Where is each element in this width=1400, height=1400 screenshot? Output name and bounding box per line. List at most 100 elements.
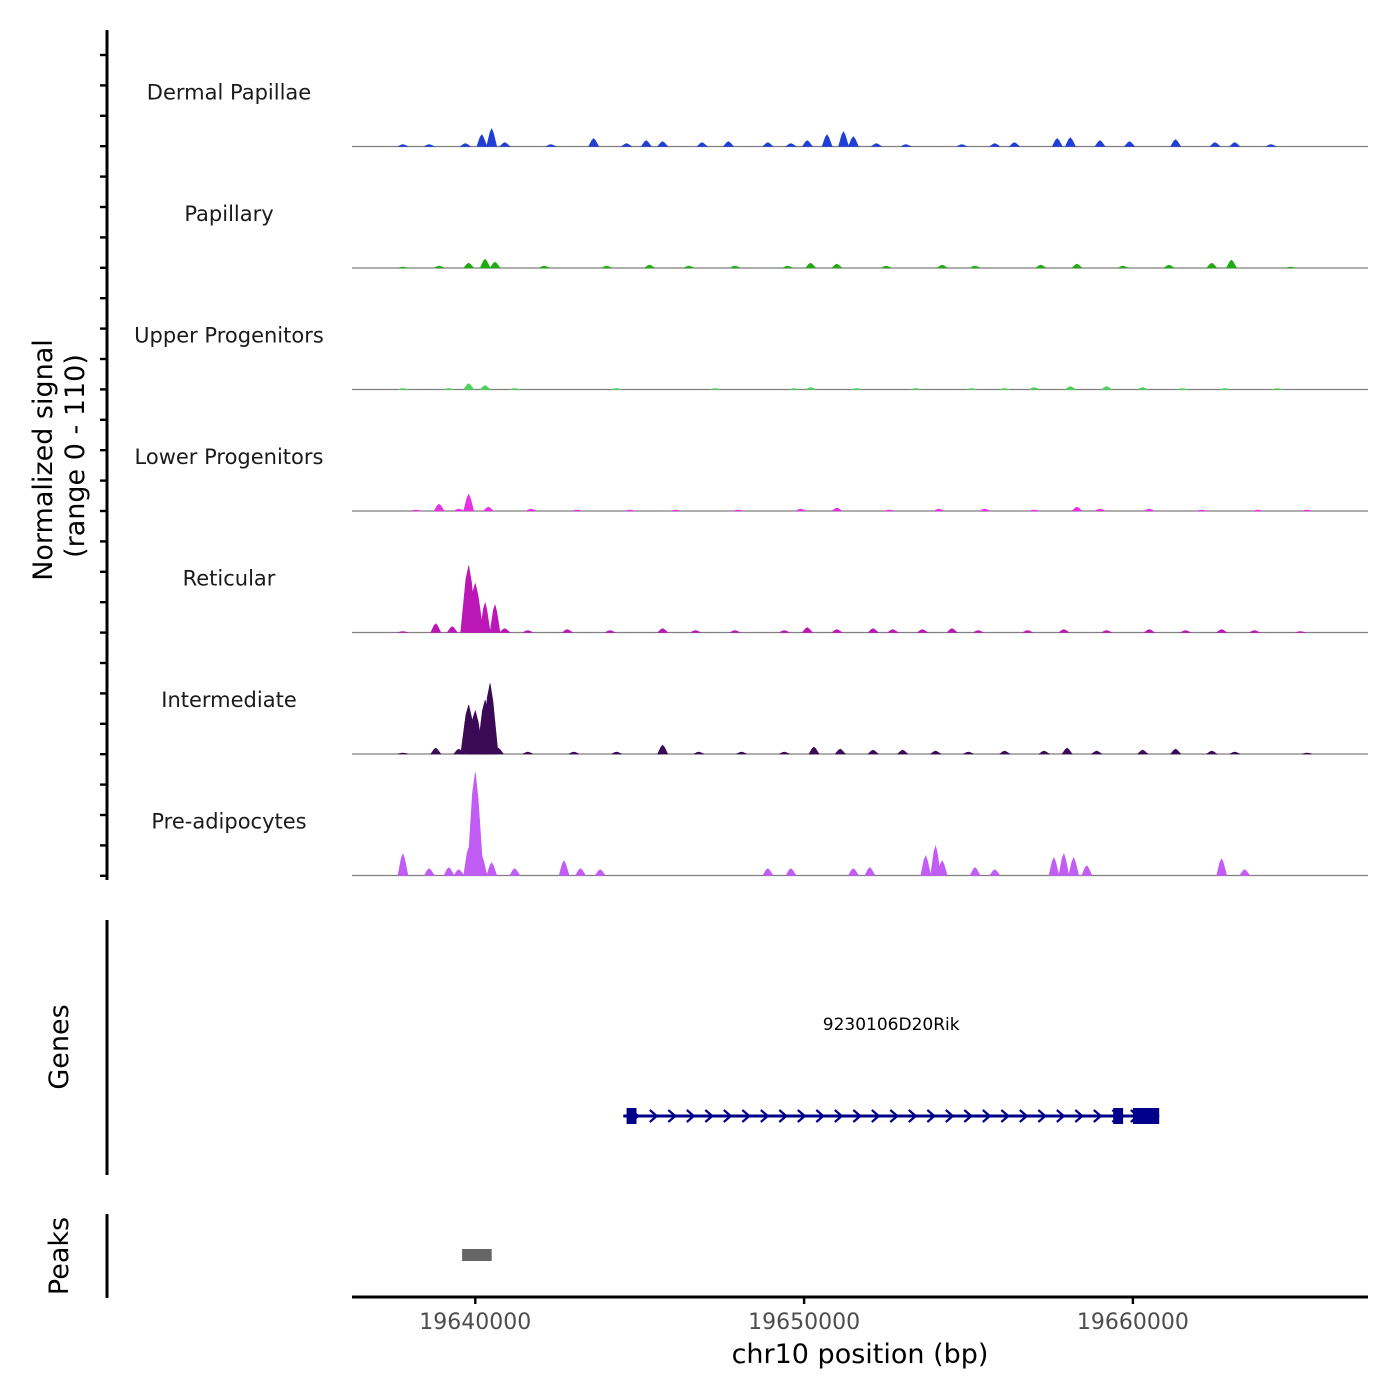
signal-y-axis	[100, 30, 109, 880]
signal-peak	[795, 508, 806, 512]
signal-peak	[1239, 869, 1251, 876]
signal-peak	[929, 750, 942, 755]
signal-peak	[920, 855, 932, 876]
signal-peak	[936, 860, 948, 876]
signal-peak	[887, 629, 899, 633]
signal-peak	[433, 265, 445, 269]
signal-peak	[864, 867, 876, 876]
strand-arrow	[1000, 1109, 1010, 1123]
signal-peak	[492, 747, 504, 755]
signal-peak	[1058, 853, 1070, 876]
signal-peak	[847, 136, 859, 147]
peak-track	[462, 1249, 492, 1261]
signal-peak	[499, 628, 511, 633]
signal-peak	[1302, 509, 1313, 512]
signal-peak	[476, 855, 488, 876]
signal-peak	[620, 143, 633, 147]
signal-peak	[499, 142, 511, 147]
signal-peak	[1038, 750, 1051, 755]
track-pre-adipocytes: Pre-adipocytes	[151, 772, 1368, 877]
signal-peak	[729, 630, 741, 633]
signal-peak	[963, 751, 974, 755]
signal-peak	[656, 628, 669, 633]
signal-peak	[1061, 747, 1073, 755]
signal-peak	[397, 853, 409, 876]
signal-peak	[486, 862, 498, 876]
track-label: Papillary	[184, 202, 273, 226]
signal-peak	[946, 628, 958, 633]
signal-peak	[424, 144, 435, 147]
strand-arrow	[667, 1109, 677, 1123]
signal-peak	[1137, 749, 1149, 755]
signal-peak	[1209, 142, 1221, 147]
signal-peak	[847, 868, 859, 876]
signal-peak	[522, 751, 534, 755]
strand-arrow	[778, 1109, 788, 1123]
strand-arrow	[926, 1109, 936, 1123]
signal-peak	[509, 868, 521, 876]
strand-arrow	[686, 1109, 696, 1123]
track-label: Reticular	[183, 567, 276, 591]
signal-peak	[910, 388, 921, 390]
signal-peak	[624, 509, 635, 512]
gene-track: 9230106D20Rik	[623, 1015, 1160, 1124]
signal-peak	[831, 263, 843, 269]
signal-peak	[561, 629, 574, 633]
strand-arrow	[1074, 1109, 1084, 1123]
signal-peak	[479, 258, 491, 269]
track-papillary: Papillary	[184, 202, 1368, 269]
signal-peak	[1048, 857, 1060, 876]
signal-peak	[1071, 506, 1083, 512]
signal-peak	[1094, 140, 1106, 147]
signal-peak	[545, 144, 557, 147]
signal-peak	[411, 509, 422, 512]
signal-peak	[916, 629, 929, 633]
signal-peak	[1170, 748, 1182, 755]
signal-peak	[1265, 144, 1277, 147]
strand-arrow	[908, 1109, 918, 1123]
signal-peak	[831, 507, 843, 512]
signal-peak	[1229, 751, 1240, 755]
signal-peak	[1163, 264, 1176, 269]
x-tick-label: 19660000	[1077, 1310, 1189, 1335]
track-lower-progenitors: Lower Progenitors	[135, 445, 1368, 512]
signal-peak	[1090, 750, 1103, 755]
signal-peak	[476, 134, 488, 147]
signal-peak	[489, 603, 501, 633]
signal-peak	[1123, 141, 1136, 147]
signal-peak	[805, 387, 816, 390]
signal-peak	[397, 388, 409, 390]
signal-peak	[690, 630, 701, 633]
signal-peak	[453, 508, 465, 512]
signal-peak	[1249, 630, 1260, 633]
track-label: Lower Progenitors	[135, 445, 324, 469]
signal-peak	[572, 509, 583, 512]
signal-peak	[1170, 139, 1182, 147]
signal-peak	[459, 143, 472, 147]
strand-arrow	[889, 1109, 899, 1123]
signal-peak	[1117, 265, 1129, 269]
signal-peak	[1226, 259, 1238, 269]
genes-panel-title: Genes	[44, 1004, 75, 1089]
strand-arrow	[834, 1109, 844, 1123]
signal-peak	[683, 265, 695, 269]
strand-arrow	[945, 1109, 955, 1123]
signal-peak	[604, 630, 616, 633]
signal-peak	[969, 867, 981, 876]
signal-peak	[1219, 388, 1231, 390]
signal-peak	[805, 262, 817, 269]
signal-peak	[1137, 387, 1148, 390]
signal-peak	[463, 262, 475, 269]
strand-arrow	[1037, 1109, 1047, 1123]
signal-peak	[1051, 138, 1063, 147]
peaks-panel-title: Peaks	[44, 1217, 75, 1295]
strand-arrow	[1056, 1109, 1066, 1123]
signal-peak	[1143, 629, 1156, 633]
strand-arrow	[797, 1109, 807, 1123]
signal-peak	[1215, 629, 1228, 633]
signal-peak	[782, 265, 793, 269]
signal-peak	[489, 261, 501, 269]
coverage-tracks: Dermal Papillae Papillary Upper Progenitor…	[134, 81, 1368, 877]
signal-peak	[443, 867, 455, 876]
signal-peak	[693, 751, 705, 755]
